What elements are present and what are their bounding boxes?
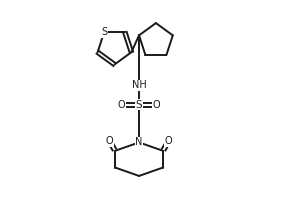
Text: O: O: [153, 100, 160, 110]
Text: O: O: [106, 136, 113, 146]
Text: S: S: [136, 100, 142, 110]
Text: O: O: [165, 136, 172, 146]
Text: NH: NH: [132, 80, 146, 90]
Text: N: N: [135, 137, 143, 147]
Text: O: O: [118, 100, 125, 110]
Text: S: S: [101, 27, 107, 37]
